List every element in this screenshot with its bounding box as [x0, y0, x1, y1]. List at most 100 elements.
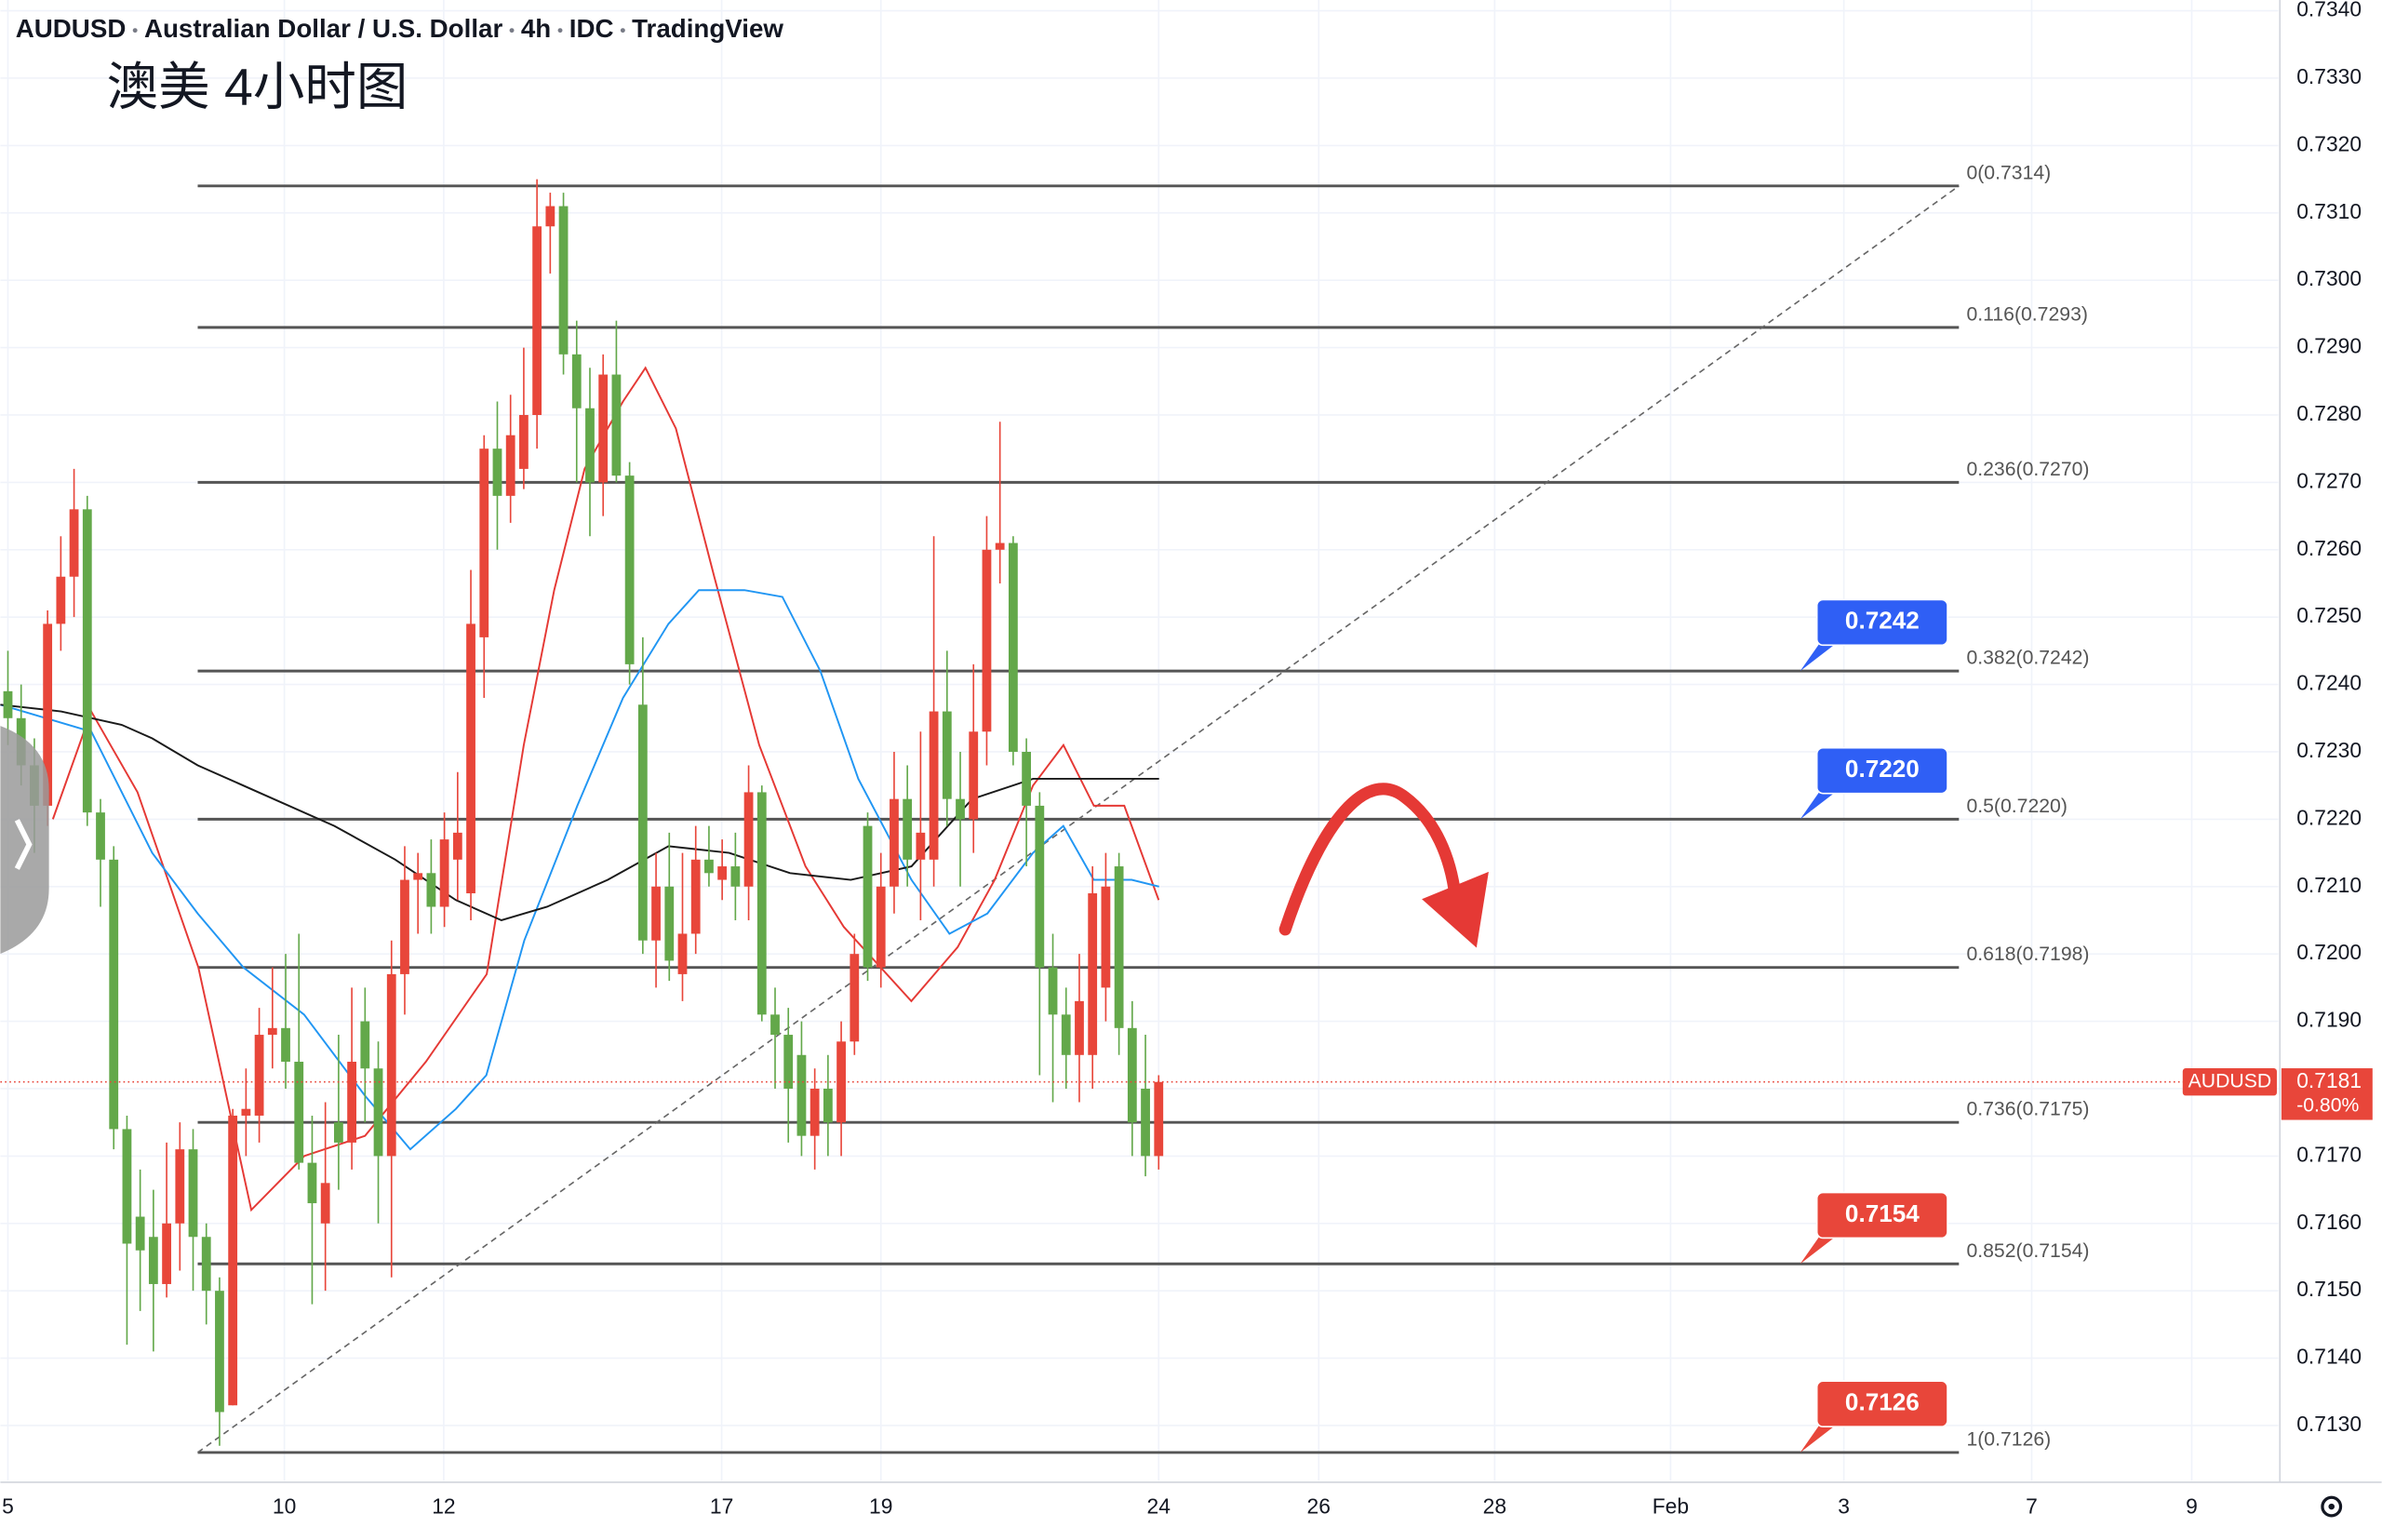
settings-icon[interactable] — [2321, 1495, 2343, 1518]
y-tick-label: 0.7330 — [2296, 64, 2362, 88]
candle-body — [281, 1027, 290, 1063]
candle-body — [876, 886, 886, 968]
candle-body — [294, 1062, 304, 1163]
trendline — [197, 185, 1960, 1453]
symbol-tag: AUDUSD — [2188, 1070, 2272, 1091]
header-item: IDC — [569, 14, 614, 43]
candle-body — [929, 711, 939, 860]
fib-label: 0.236(0.7270) — [1966, 459, 2089, 480]
chevron-icon — [14, 819, 33, 870]
separator-dot — [557, 28, 563, 33]
price-axis-panel — [2280, 0, 2382, 1540]
candle-body — [571, 354, 582, 408]
y-tick-label: 0.7310 — [2296, 199, 2362, 223]
candle-body — [519, 414, 529, 469]
fib-label: 0.116(0.7293) — [1966, 303, 2087, 325]
y-tick-label: 0.7150 — [2296, 1277, 2362, 1301]
candle-body — [532, 226, 542, 415]
candle-body — [56, 576, 66, 624]
symbol-tag-box — [2182, 1068, 2277, 1096]
candle-body — [439, 839, 449, 907]
candle-body — [452, 832, 462, 860]
fibonacci: 0(0.7314) 0.116(0.7293) 0.236(0.7270) 0.382… — [197, 162, 2090, 1454]
candle-body — [241, 1108, 251, 1116]
y-tick-label: 0.7340 — [2296, 0, 2362, 21]
candle-body — [254, 1035, 264, 1116]
candle-body — [162, 1223, 171, 1284]
candle-body — [598, 374, 609, 483]
moving-average — [51, 366, 1160, 1212]
candle-body — [810, 1088, 820, 1136]
candle-body — [850, 954, 860, 1042]
header-item: AUDUSD — [16, 14, 127, 43]
indicators — [0, 366, 1160, 1212]
fib-label: 0.852(0.7154) — [1966, 1240, 2089, 1262]
header-item: Australian Dollar / U.S. Dollar — [144, 14, 502, 43]
y-tick-label: 0.7240 — [2296, 671, 2362, 695]
candle-body — [426, 873, 436, 907]
x-tick-label: 28 — [1483, 1494, 1506, 1519]
candle-body — [333, 1122, 343, 1143]
candle-body — [743, 792, 754, 887]
candle-body — [43, 623, 53, 806]
y-tick-label: 0.7200 — [2296, 940, 2362, 964]
callout-box — [1815, 598, 1948, 647]
candle-body — [704, 859, 714, 874]
overlay: 0.7242 0.7220 0.7154 0.7126 — [0, 598, 2279, 1453]
candle-body — [796, 1054, 807, 1136]
x-tick-label: Feb — [1653, 1494, 1689, 1519]
candle-body — [637, 704, 648, 941]
candle-body — [1127, 1027, 1137, 1123]
candle-body — [96, 812, 105, 860]
candle-body — [863, 825, 873, 968]
candle-body — [756, 792, 767, 1015]
candle-body — [307, 1162, 317, 1204]
candle-body — [1141, 1088, 1150, 1157]
gear-center — [2328, 1503, 2335, 1510]
candle-body — [360, 1021, 370, 1069]
chart-title: 澳美 4小时图 — [107, 59, 408, 116]
separator-dot — [509, 28, 515, 33]
candle-body — [135, 1216, 145, 1251]
grid — [0, 0, 2279, 1481]
y-tick-label: 0.7160 — [2296, 1210, 2362, 1234]
y-tick-label: 0.7170 — [2296, 1142, 2362, 1166]
x-tick-label: 5 — [2, 1494, 14, 1519]
candle-body — [783, 1035, 794, 1089]
candle-body — [611, 374, 622, 476]
candle-body — [1088, 893, 1098, 1055]
x-tick-label: 19 — [869, 1494, 892, 1519]
candle-body — [890, 798, 899, 887]
y-tick-label: 0.7190 — [2296, 1008, 2362, 1032]
y-tick-label: 0.7300 — [2296, 266, 2362, 290]
x-tick-label: 10 — [273, 1494, 296, 1519]
gear[interactable] — [2321, 1495, 2343, 1518]
candle-body — [624, 475, 635, 664]
last-price-change: -0.80% — [2296, 1094, 2359, 1116]
fib-label: 0.382(0.7242) — [1966, 648, 2089, 669]
candle-body — [148, 1237, 158, 1284]
candle-body — [956, 798, 965, 820]
x-tick-label: 24 — [1147, 1494, 1171, 1519]
y-tick-label: 0.7320 — [2296, 131, 2362, 155]
y-tick-label: 0.7230 — [2296, 738, 2362, 762]
candle-body — [215, 1291, 224, 1413]
candle-body — [585, 408, 595, 483]
x-tick-label: 26 — [1307, 1494, 1331, 1519]
fib-label: 1(0.7126) — [1966, 1428, 2051, 1450]
y-tick-label: 0.7130 — [2296, 1412, 2362, 1436]
moving-average — [0, 589, 1159, 1151]
candle-body — [122, 1129, 132, 1244]
y-tick-label: 0.7220 — [2296, 805, 2362, 829]
candle-body — [400, 879, 409, 974]
callout-box — [1815, 1191, 1948, 1239]
moving-average — [0, 703, 1159, 922]
candle-body — [823, 1088, 833, 1123]
candle-body — [413, 873, 423, 880]
candles — [3, 179, 1164, 1446]
callout-pointer — [1800, 1422, 1840, 1453]
candle-body — [1114, 866, 1124, 1028]
candle-body — [109, 859, 119, 1130]
candle-body — [505, 435, 515, 496]
